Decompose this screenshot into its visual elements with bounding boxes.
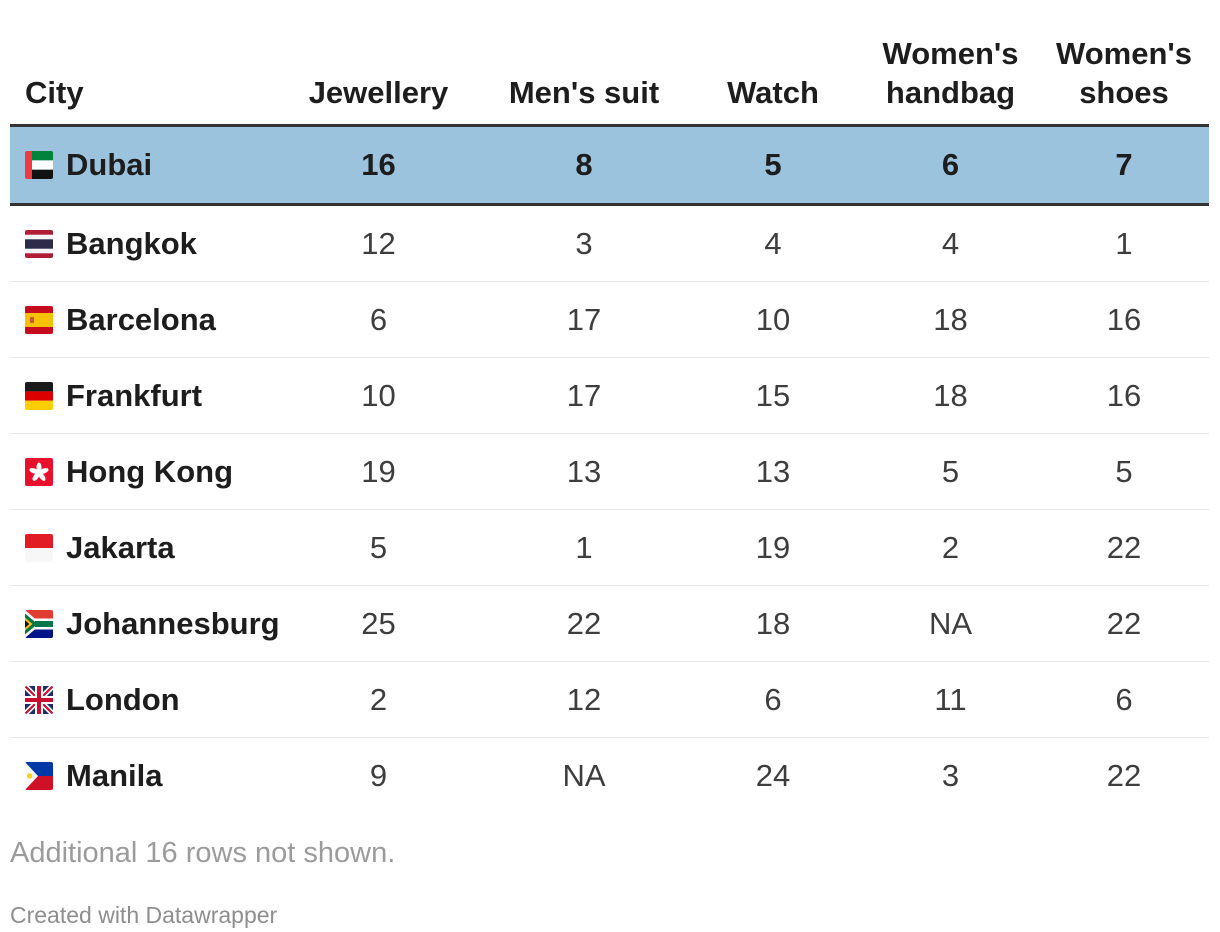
value-cell: NA: [562, 757, 606, 793]
value-cell: 5: [1039, 433, 1209, 510]
value-cell: 6: [862, 125, 1039, 206]
table-row-barcelona: Barcelona 6 17 10 18 16: [10, 281, 1209, 358]
city-label: London: [66, 681, 180, 717]
value-cell: 12: [484, 661, 684, 738]
city-cell: Jakarta: [10, 509, 273, 586]
south-africa-flag-icon: [25, 609, 53, 638]
table-row-hong-kong: Hong Kong 19 13 13 5 5: [10, 433, 1209, 510]
value-cell: 19: [273, 433, 484, 510]
value-cell: 18: [862, 357, 1039, 434]
value-cell: NA: [862, 585, 1039, 662]
value-cell: 6: [273, 281, 484, 358]
value-cell: 6: [684, 661, 862, 738]
value-cell: 22: [484, 585, 684, 662]
value-cell: 25: [273, 585, 484, 662]
table-row-london: London 2 12 6 11 6: [10, 661, 1209, 738]
thailand-flag-icon: [25, 229, 53, 258]
value-cell: 1: [484, 509, 684, 586]
city-label: Jakarta: [66, 529, 175, 565]
value-cell: 19: [684, 509, 862, 586]
table-row-manila: Manila 9 NA 24 3 22: [10, 738, 1209, 814]
city-label: Manila: [66, 757, 163, 793]
value-cell: 15: [684, 357, 862, 434]
value-cell: 17: [484, 281, 684, 358]
value-cell: 4: [862, 204, 1039, 282]
city-label: Bangkok: [66, 225, 197, 261]
value-cell: 1: [1039, 204, 1209, 282]
column-header-mens-suit: Men's suit: [484, 6, 684, 127]
value-cell: 5: [684, 125, 862, 206]
table-row-jakarta: Jakarta 5 1 19 2 22: [10, 509, 1209, 586]
city-cell: Hong Kong: [10, 433, 273, 510]
value-cell: 2: [862, 509, 1039, 586]
value-cell: 13: [684, 433, 862, 510]
value-cell: 7: [1039, 125, 1209, 206]
value-cell: 3: [941, 757, 960, 793]
value-cell: 22: [1039, 509, 1209, 586]
data-table: City Jewellery Men's suit Watch Women's …: [10, 6, 1209, 813]
value-cell: 13: [484, 433, 684, 510]
table-row-dubai: Dubai 16 8 5 6 7: [10, 125, 1209, 206]
city-label: Dubai: [66, 147, 153, 182]
spain-flag-icon: [25, 305, 53, 334]
city-cell: Dubai: [10, 125, 273, 206]
value-cell: 5: [273, 509, 484, 586]
value-cell: 2: [273, 661, 484, 738]
table-row-johannesburg: Johannesburg 25 22 18 NA 22: [10, 585, 1209, 662]
value-cell: 10: [684, 281, 862, 358]
city-label: Frankfurt: [66, 377, 203, 413]
uk-flag-icon: [25, 685, 53, 714]
table-row-frankfurt: Frankfurt 10 17 15 18 16: [10, 357, 1209, 434]
indonesia-flag-icon: [25, 533, 53, 562]
city-cell: Bangkok: [10, 204, 273, 282]
value-cell: 8: [484, 125, 684, 206]
city-cell: Barcelona: [10, 281, 273, 358]
column-header-city: City: [10, 6, 273, 127]
city-cell: Johannesburg: [10, 585, 280, 662]
value-cell: 3: [484, 204, 684, 282]
rows-not-shown-note: Additional 16 rows not shown.: [10, 837, 396, 869]
value-cell: 22: [1039, 585, 1209, 662]
city-label: Barcelona: [66, 301, 216, 337]
value-cell: 16: [1039, 281, 1209, 358]
city-label: Johannesburg: [66, 605, 280, 641]
value-cell: 22: [1106, 757, 1142, 793]
column-header-watch: Watch: [684, 6, 862, 127]
value-cell: 18: [684, 585, 862, 662]
philippines-flag-icon: [25, 761, 53, 790]
city-cell: Manila: [10, 738, 273, 814]
value-cell: 9: [369, 757, 388, 793]
value-cell: 11: [862, 661, 1039, 738]
value-cell: 4: [684, 204, 862, 282]
value-cell: 12: [273, 204, 484, 282]
germany-flag-icon: [25, 381, 53, 410]
column-header-womens-shoes: Women's shoes: [1039, 6, 1209, 127]
value-cell: 10: [273, 357, 484, 434]
city-cell: London: [10, 661, 273, 738]
city-cell: Frankfurt: [10, 357, 273, 434]
value-cell: 18: [862, 281, 1039, 358]
value-cell: 16: [1039, 357, 1209, 434]
uae-flag-icon: [25, 151, 53, 179]
hong-kong-flag-icon: [25, 457, 53, 486]
header-row: City Jewellery Men's suit Watch Women's …: [10, 6, 1209, 127]
city-label: Hong Kong: [66, 453, 234, 489]
value-cell: 5: [862, 433, 1039, 510]
value-cell: 17: [484, 357, 684, 434]
table-row-bangkok: Bangkok 12 3 4 4 1: [10, 204, 1209, 282]
value-cell: 16: [273, 125, 484, 206]
datawrapper-attribution-link[interactable]: Created with Datawrapper: [10, 902, 278, 928]
column-header-womens-handbag: Women's handbag: [862, 6, 1039, 127]
column-header-jewellery: Jewellery: [273, 6, 484, 127]
value-cell: 6: [1039, 661, 1209, 738]
value-cell: 24: [755, 757, 791, 793]
